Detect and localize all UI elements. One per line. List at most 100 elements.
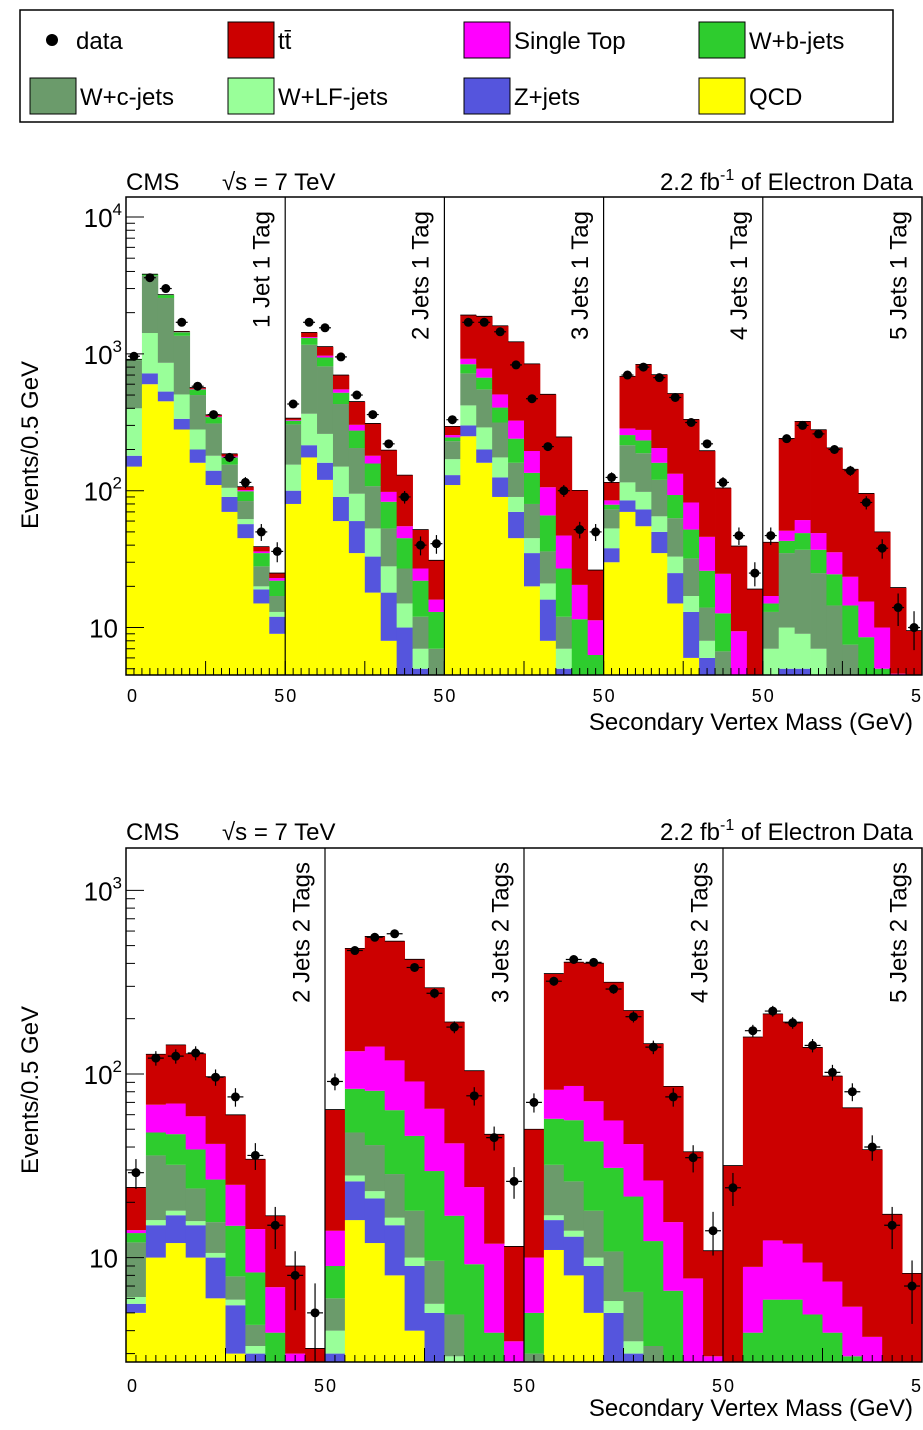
bar-single-top (643, 1180, 664, 1242)
bar-wcc (543, 1164, 565, 1216)
bar-wbb (762, 1299, 784, 1362)
bar-zjets (539, 599, 557, 641)
bar-ttbar (842, 1107, 863, 1307)
bar-wlf (380, 566, 398, 593)
bar-single-top (301, 337, 318, 339)
x-tick-label: 0 (445, 686, 455, 706)
bar-wlf (424, 1303, 445, 1313)
bar-zjets (460, 425, 477, 437)
bar-zjets (185, 1225, 206, 1258)
bar-wlf (619, 482, 636, 501)
bar-single-top (583, 1101, 604, 1142)
bar-qcd (583, 1312, 604, 1362)
bar-single-top (635, 429, 652, 441)
bar-single-top (603, 1120, 624, 1168)
data-point (330, 1076, 340, 1086)
bar-zjets (145, 1225, 167, 1258)
panel-3 (444, 314, 604, 675)
bar-zjets (563, 1236, 585, 1276)
data-point (893, 603, 903, 613)
bar-zjets (683, 611, 700, 658)
x-tick-label: 5 (314, 1376, 324, 1396)
bar-zjets (508, 511, 525, 539)
bar-wlf (301, 413, 318, 446)
data-point (429, 988, 439, 998)
bar-ttbar (635, 364, 652, 430)
bar-wlf (524, 538, 541, 554)
bar-single-top (862, 1336, 883, 1362)
bar-wcc (145, 1155, 167, 1221)
legend-label-wcc: W+c-jets (80, 84, 174, 111)
bar-ttbar (364, 936, 386, 1047)
bar-qcd (205, 1298, 226, 1362)
bar-wbb (424, 1171, 445, 1261)
bar-zjets (364, 556, 382, 593)
data-point (304, 317, 314, 327)
bar-wcc (205, 423, 222, 456)
bar-zjets (444, 475, 461, 486)
bar-wlf (141, 333, 159, 374)
panel-label: 4 Jets 2 Tags (686, 862, 713, 1003)
bar-wlf (269, 611, 286, 617)
data-point (416, 540, 426, 550)
bar-zjets (141, 373, 159, 385)
bar-zjets (603, 1312, 624, 1362)
bar-wcc (424, 1260, 445, 1304)
bar-single-top (444, 1143, 465, 1216)
bar-qcd (524, 586, 541, 675)
bar-single-top (396, 526, 413, 539)
bar-wbb (428, 611, 445, 649)
bar-wcc (225, 1276, 246, 1300)
panel-4 (603, 362, 764, 675)
bar-single-top (587, 620, 604, 655)
bar-wcc (253, 566, 270, 587)
data-point (549, 976, 559, 986)
bar-single-top (508, 420, 525, 439)
bar-wcc (762, 611, 780, 649)
bar-wlf (237, 519, 254, 525)
bar-wcc (221, 464, 238, 488)
data-point (350, 946, 360, 956)
data-point (193, 381, 203, 391)
bar-ttbar (225, 1114, 246, 1185)
bar-wbb (794, 533, 811, 550)
bar-single-top (317, 355, 334, 358)
bar-single-top (623, 1144, 644, 1197)
bar-single-top (424, 1108, 445, 1172)
bar-zjets (237, 524, 254, 539)
bar-wcc (583, 1210, 604, 1258)
bar-wlf (635, 491, 652, 510)
data-point (748, 1026, 758, 1036)
data-point (288, 399, 298, 409)
data-point (909, 623, 919, 633)
legend-label-single-top: Single Top (514, 28, 626, 55)
legend-label-zjets: Z+jets (514, 84, 580, 111)
bar-qcd (543, 1249, 565, 1362)
bar-wcc (141, 275, 159, 334)
panel-3 (524, 955, 724, 1362)
bar-qcd (165, 1243, 187, 1362)
x-tick-label: 0 (127, 1376, 137, 1396)
bar-wcc (492, 422, 509, 458)
bar-wbb (476, 377, 493, 390)
bar-wbb (237, 491, 254, 502)
chart-one-y-axis-title: Events/0.5 GeV (17, 361, 44, 529)
x-tick-label: 5 (513, 1376, 523, 1396)
panel-label: 5 Jets 2 Tags (885, 862, 912, 1003)
bar-wlf (364, 528, 382, 557)
data-point (336, 352, 346, 362)
bar-single-top (348, 424, 366, 431)
bar-wcc (683, 558, 700, 596)
data-point (867, 1142, 877, 1152)
bar-wbb (157, 295, 175, 298)
bar-ttbar (301, 332, 318, 338)
bar-ttbar (742, 1037, 764, 1267)
bar-ttbar (730, 546, 748, 632)
bar-single-top (460, 358, 477, 365)
panel-label: 3 Jets 2 Tags (487, 862, 514, 1003)
bar-wbb (651, 462, 668, 480)
data-point (489, 1133, 499, 1143)
bar-wlf (185, 1221, 206, 1226)
bar-zjets (189, 449, 206, 463)
data-point (479, 317, 489, 327)
